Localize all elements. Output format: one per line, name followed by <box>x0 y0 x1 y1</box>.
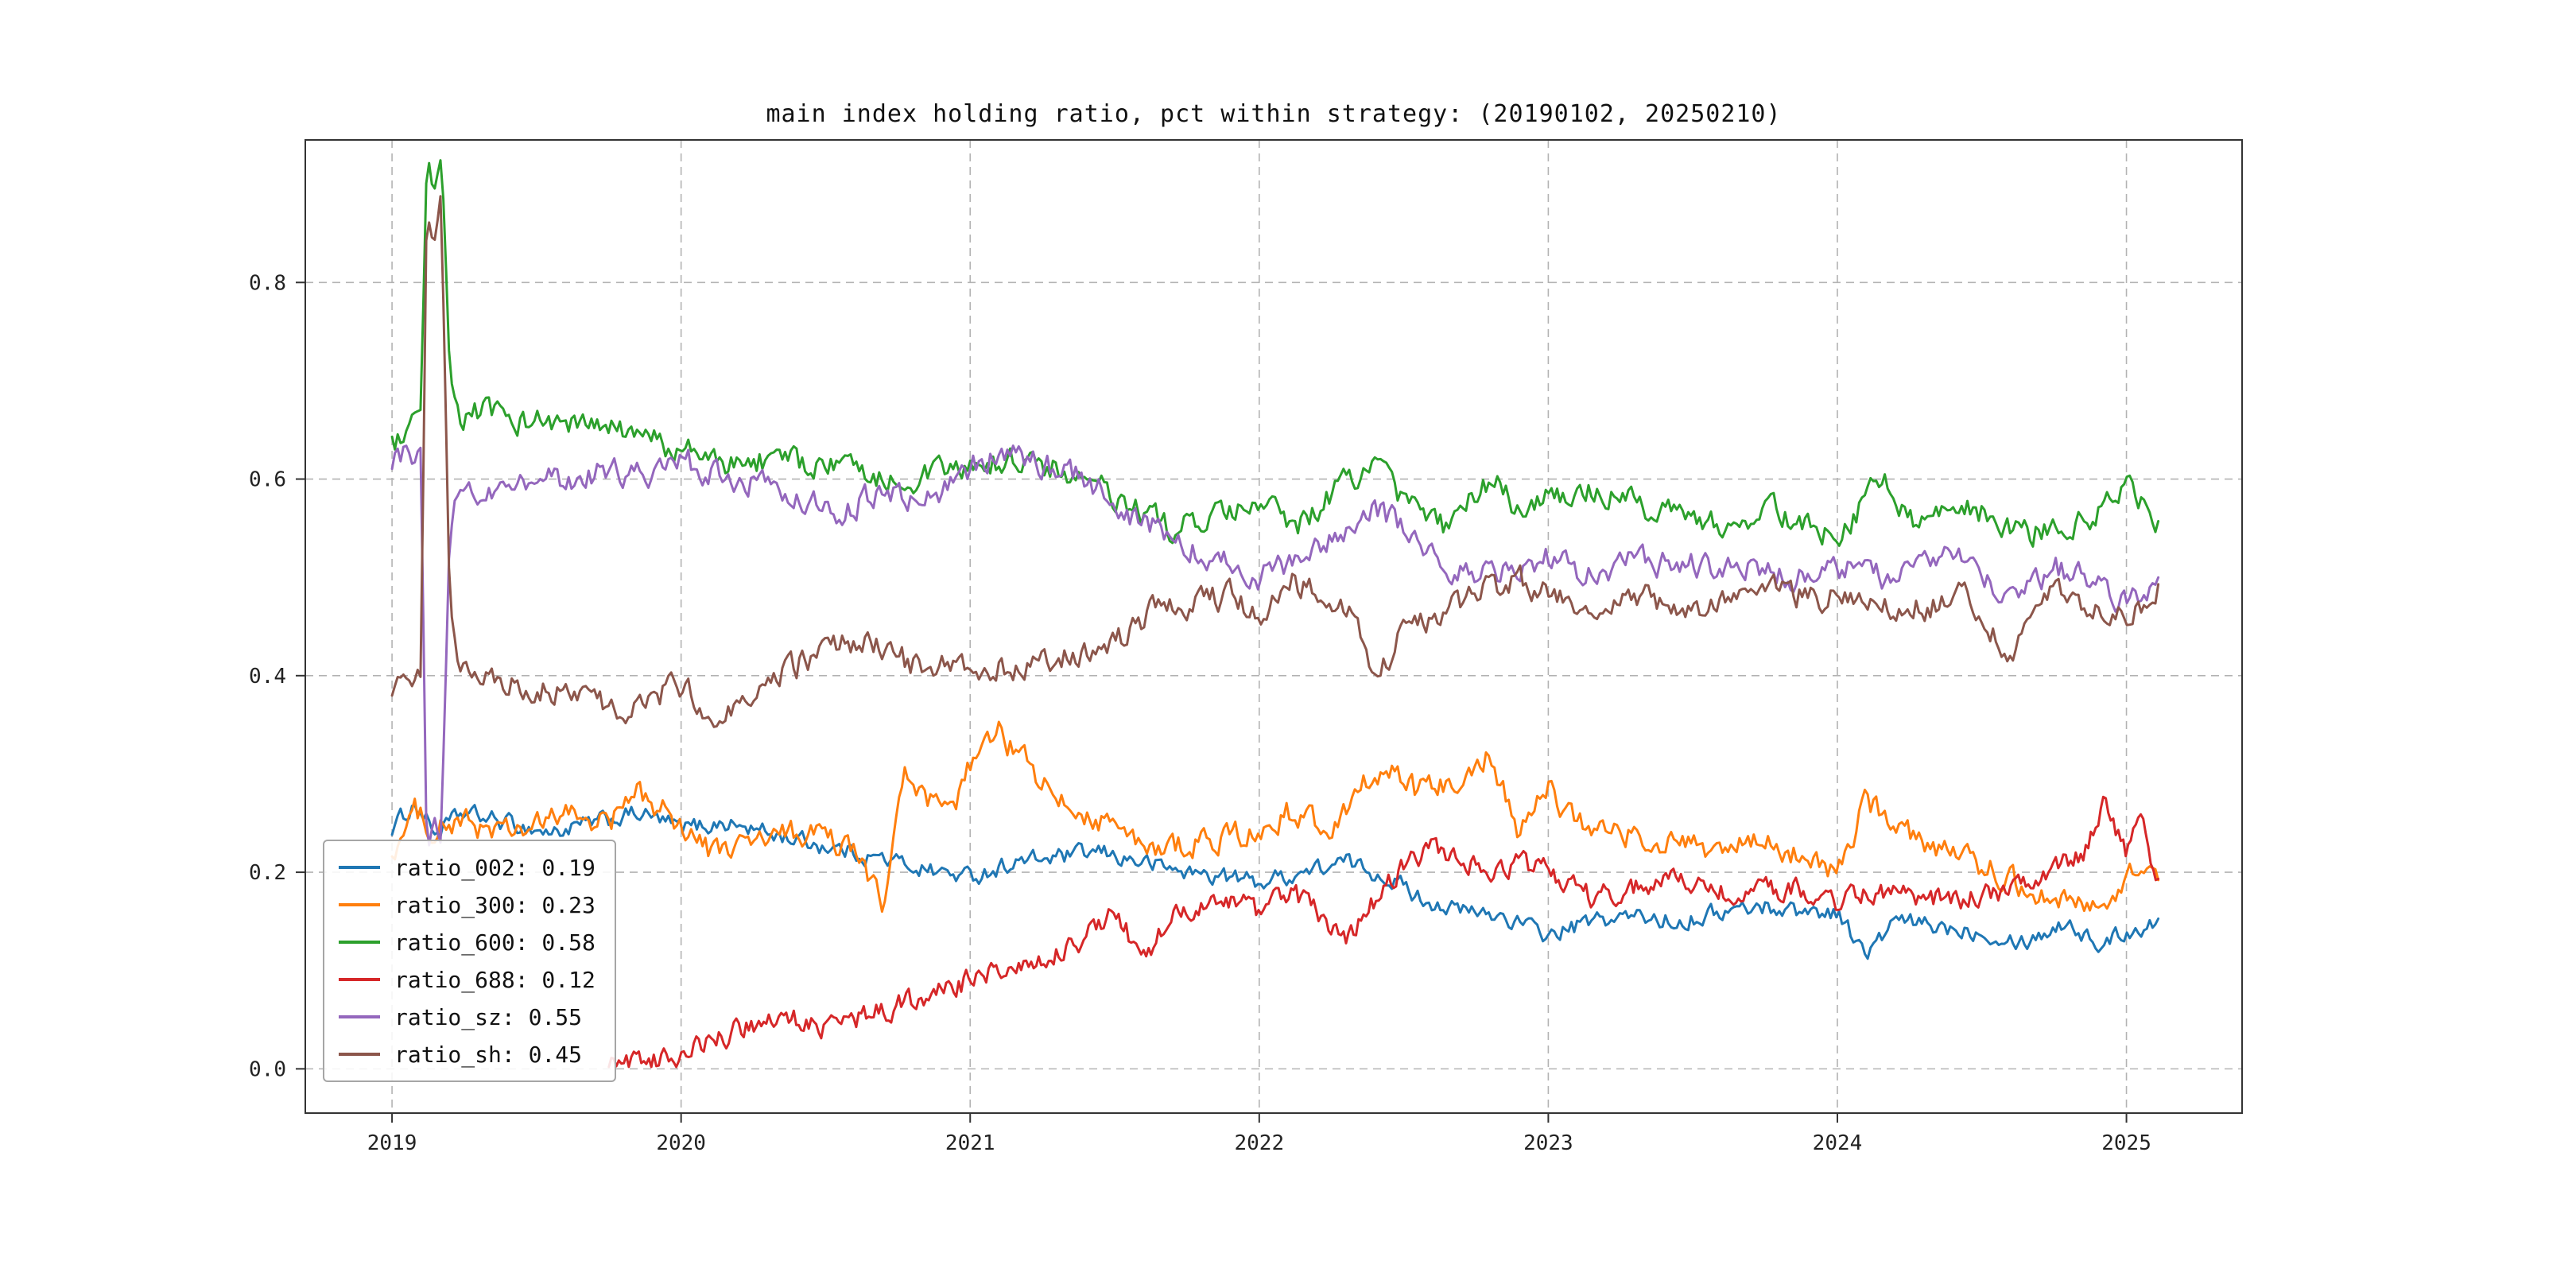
legend-item: ratio_300: 0.23 <box>339 890 596 920</box>
chart-title: main index holding ratio, pct within str… <box>766 100 1782 128</box>
svg-text:2025: 2025 <box>2101 1131 2151 1155</box>
legend-item: ratio_688: 0.12 <box>339 964 596 995</box>
legend-line-swatch <box>339 903 380 906</box>
legend-line-swatch <box>339 978 380 981</box>
svg-text:0.4: 0.4 <box>249 665 286 689</box>
legend-item: ratio_sh: 0.45 <box>339 1039 596 1069</box>
svg-text:0.2: 0.2 <box>249 861 286 885</box>
legend-label: ratio_sz: 0.55 <box>394 1003 583 1030</box>
legend: ratio_002: 0.19 ratio_300: 0.23 ratio_60… <box>323 840 616 1082</box>
svg-text:0.8: 0.8 <box>249 271 286 295</box>
legend-label: ratio_300: 0.23 <box>394 891 596 918</box>
legend-item: ratio_600: 0.58 <box>339 927 596 957</box>
legend-line-swatch <box>339 941 380 944</box>
legend-label: ratio_600: 0.58 <box>394 929 596 956</box>
svg-text:0.6: 0.6 <box>249 468 286 492</box>
legend-line-swatch <box>339 866 380 869</box>
legend-label: ratio_002: 0.19 <box>394 854 596 881</box>
svg-text:2023: 2023 <box>1523 1131 1573 1155</box>
svg-text:2021: 2021 <box>945 1131 995 1155</box>
svg-text:2022: 2022 <box>1235 1131 1285 1155</box>
svg-text:0.0: 0.0 <box>249 1057 286 1081</box>
legend-item: ratio_002: 0.19 <box>339 852 596 883</box>
legend-line-swatch <box>339 1053 380 1056</box>
legend-item: ratio_sz: 0.55 <box>339 1002 596 1032</box>
legend-line-swatch <box>339 1015 380 1018</box>
svg-text:2024: 2024 <box>1813 1131 1863 1155</box>
legend-label: ratio_688: 0.12 <box>394 966 596 993</box>
legend-label: ratio_sh: 0.45 <box>394 1041 583 1068</box>
svg-text:2019: 2019 <box>367 1131 417 1155</box>
svg-text:2020: 2020 <box>656 1131 706 1155</box>
